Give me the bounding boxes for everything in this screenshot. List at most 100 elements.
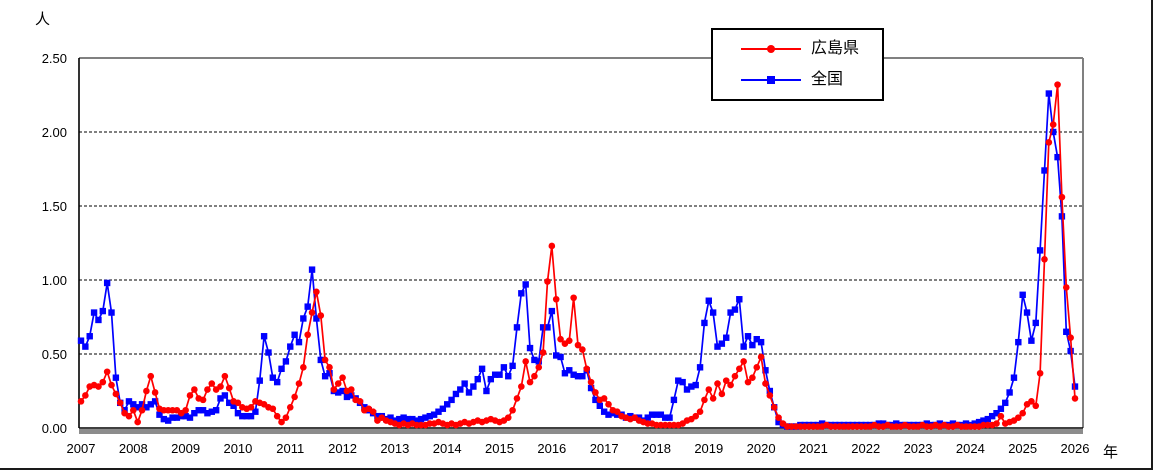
zenkoku-series-point xyxy=(535,358,542,365)
zenkoku-series-point xyxy=(426,412,433,420)
zenkoku-series-point xyxy=(683,386,691,393)
y-tick-label: 1.50 xyxy=(41,199,67,214)
zenkoku-series-point xyxy=(984,415,992,423)
zenkoku-series-point xyxy=(740,343,747,350)
zenkoku-series-point xyxy=(182,412,189,420)
hiroshima-series-point xyxy=(304,331,312,339)
y-tick-label: 2.50 xyxy=(41,51,67,66)
zenkoku-series-point xyxy=(95,316,102,324)
x-tick-label: 2025 xyxy=(1008,441,1038,456)
zenkoku-series-point xyxy=(282,358,290,365)
hiroshima-series-point xyxy=(1058,193,1066,201)
zenkoku-series-point xyxy=(82,343,89,350)
zenkoku-series-point xyxy=(430,411,438,418)
hiroshima-series-point xyxy=(247,403,255,411)
zenkoku-series-point xyxy=(265,349,272,356)
hiroshima-series-point xyxy=(736,365,743,373)
hiroshima-series-point xyxy=(539,349,547,356)
hiroshima-series-point xyxy=(705,386,713,393)
hiroshima-series-point xyxy=(317,312,325,319)
zenkoku-series-point xyxy=(509,362,516,370)
zenkoku-series-point xyxy=(112,374,120,381)
zenkoku-series-point xyxy=(1071,383,1079,390)
hiroshima-series-point xyxy=(757,353,765,361)
zenkoku-series-point xyxy=(727,309,734,316)
hiroshima-series-point xyxy=(1015,414,1022,421)
hiroshima-series-point xyxy=(1036,369,1044,377)
zenkoku-series-point xyxy=(548,307,556,315)
zenkoku-series-point xyxy=(526,344,534,352)
zenkoku-series-point xyxy=(204,410,211,417)
y-tick-label: 0.50 xyxy=(41,347,67,362)
hiroshima-series-point xyxy=(762,380,769,387)
zenkoku-series-point xyxy=(1032,319,1039,327)
hiroshima-series-point xyxy=(295,380,303,387)
hiroshima-series-point xyxy=(204,386,211,393)
zenkoku-series-point xyxy=(696,364,704,371)
zenkoku-series-point xyxy=(513,324,521,331)
zenkoku-series-point xyxy=(448,396,455,404)
hiroshima-series-point xyxy=(103,368,111,376)
zenkoku-series-point xyxy=(164,417,172,424)
x-tick-label: 2022 xyxy=(851,441,881,456)
hiroshima-series-point xyxy=(565,337,573,344)
zenkoku-series-point xyxy=(731,306,739,313)
zenkoku-series-point xyxy=(505,373,512,380)
zenkoku-series-point xyxy=(1067,347,1074,355)
hiroshima-series-point xyxy=(701,396,708,404)
red-line-circle-marker-icon xyxy=(741,45,801,54)
hiroshima-series-point xyxy=(605,401,612,408)
zenkoku-series-point xyxy=(103,279,111,287)
zenkoku-series-point xyxy=(993,410,1000,417)
zenkoku-series-point xyxy=(461,380,468,387)
hiroshima-series-point xyxy=(116,399,124,407)
zenkoku-series-point xyxy=(753,336,760,343)
zenkoku-series-point xyxy=(648,411,656,418)
hiroshima-series-point xyxy=(714,380,721,387)
legend-label-hiroshima: 広島県 xyxy=(811,40,860,58)
zenkoku-series-point xyxy=(644,414,651,421)
zenkoku-series-point xyxy=(749,341,756,349)
zenkoku-series-point xyxy=(980,417,987,424)
hiroshima-series-point xyxy=(722,377,730,384)
hiroshima-series-point xyxy=(1045,139,1053,146)
zenkoku-series-point xyxy=(553,352,560,359)
zenkoku-series-point xyxy=(86,333,93,340)
hiroshima-series-point xyxy=(518,383,525,390)
legend: 広島県 全国 xyxy=(711,28,884,101)
x-tick-label: 2019 xyxy=(694,441,724,456)
hiroshima-series-point xyxy=(339,374,346,381)
zenkoku-series-point xyxy=(988,412,996,420)
zenkoku-series-point xyxy=(230,402,237,409)
hiroshima-series-point xyxy=(552,295,560,303)
zenkoku-series-point xyxy=(208,408,215,415)
zenkoku-series-point xyxy=(666,414,673,421)
zenkoku-series-point xyxy=(653,411,660,418)
y-tick-label: 1.00 xyxy=(41,273,67,288)
hiroshima-series-point xyxy=(134,418,141,426)
zenkoku-series-point xyxy=(496,371,503,378)
hiroshima-series-point xyxy=(535,364,543,371)
legend-label-zenkoku: 全国 xyxy=(811,70,844,88)
hiroshima-series-point xyxy=(579,346,586,353)
zenkoku-series-point xyxy=(313,315,320,322)
hiroshima-series-point xyxy=(770,403,778,411)
hiroshima-series-point xyxy=(300,364,307,371)
zenkoku-series-point xyxy=(701,319,708,327)
blue-line-square-marker-icon xyxy=(741,75,801,84)
zenkoku-series-point xyxy=(539,324,547,331)
x-tick-label: 2007 xyxy=(66,441,96,456)
zenkoku-series-point xyxy=(217,395,224,402)
hiroshima-series-point xyxy=(199,396,207,404)
zenkoku-series-point xyxy=(243,412,250,420)
zenkoku-series-point xyxy=(579,373,586,380)
zenkoku-series-point xyxy=(339,387,346,395)
x-tick-label: 2018 xyxy=(642,441,671,456)
hiroshima-series-point xyxy=(217,383,224,390)
x-tick-label: 2024 xyxy=(955,441,985,456)
hiroshima-series-point xyxy=(522,358,529,365)
zenkoku-series-point xyxy=(997,405,1005,412)
hiroshima-series-point xyxy=(740,358,747,365)
zenkoku-series-point xyxy=(1015,338,1022,346)
